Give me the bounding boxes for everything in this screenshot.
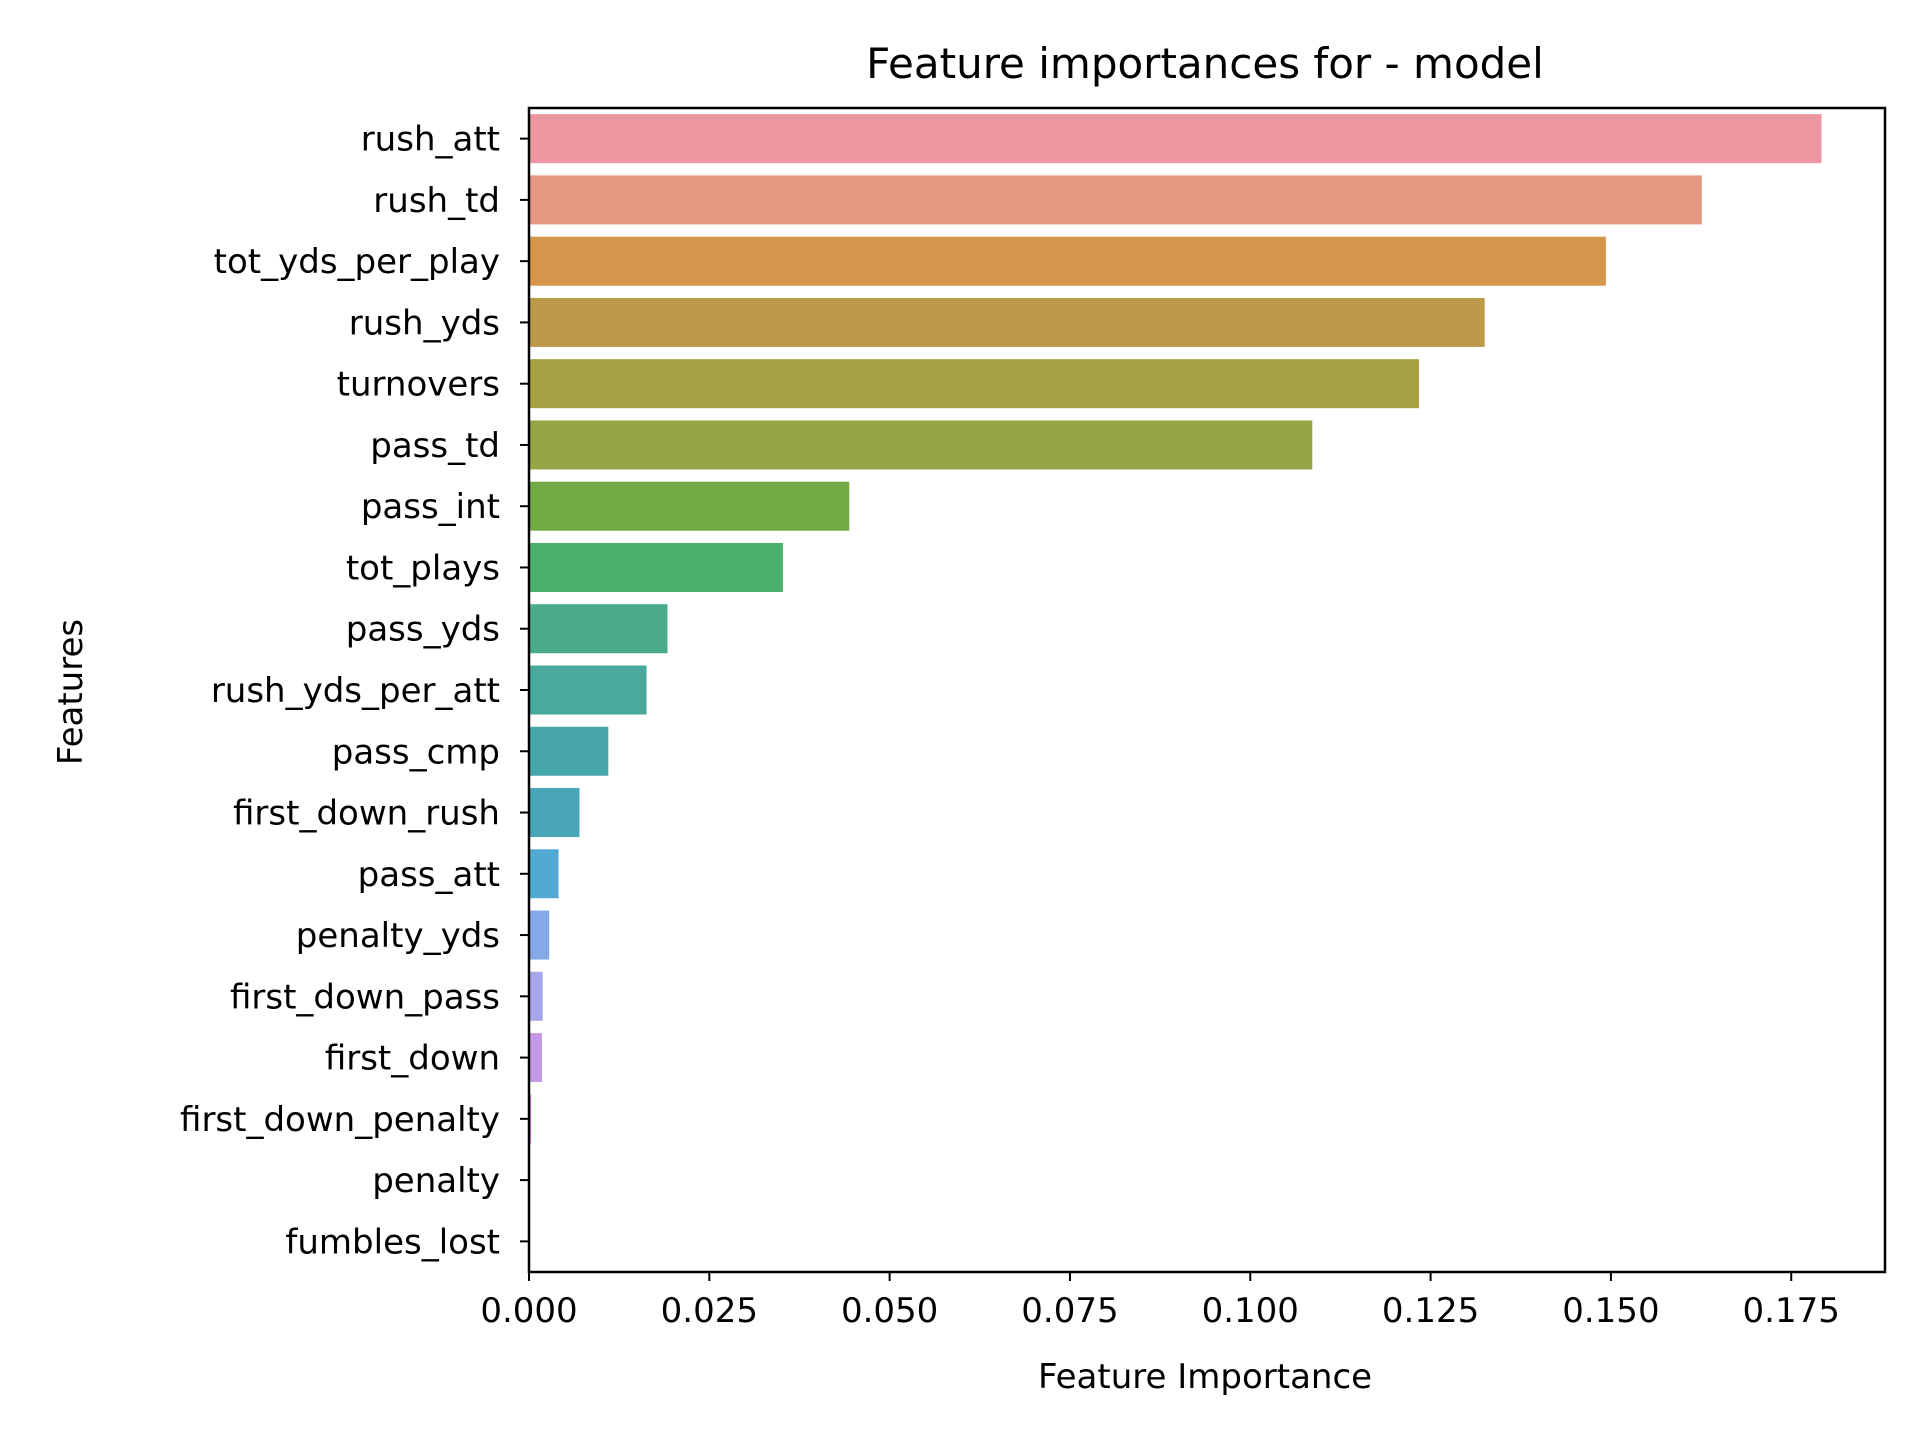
y-tick-label: first_down_pass (230, 977, 500, 1017)
x-axis-title: Feature Importance (1038, 1357, 1372, 1397)
bars-group (529, 114, 1822, 1266)
y-tick-label: pass_int (361, 487, 500, 527)
y-tick-label: penalty_yds (296, 916, 500, 956)
bar-first-down-pass (529, 971, 543, 1021)
y-tick-label: turnovers (337, 365, 500, 405)
y-tick-label: tot_plays (346, 548, 500, 588)
y-tick-label: penalty (372, 1161, 500, 1201)
y-tick-label: tot_yds_per_play (214, 242, 500, 282)
plot-frame (527, 106, 1887, 1274)
x-tick-label: 0.000 (480, 1291, 577, 1331)
x-tick-label: 0.050 (841, 1291, 938, 1331)
y-axis-title: Features (51, 619, 91, 765)
bar-first-down (529, 1033, 542, 1083)
bar-rush-td (529, 175, 1702, 225)
bar-tot-plays (529, 542, 783, 592)
y-tick-label: pass_cmp (332, 732, 500, 772)
x-tick-label: 0.175 (1743, 1291, 1840, 1331)
bar-first-down-rush (529, 788, 580, 838)
y-tick-label: rush_td (373, 181, 500, 221)
x-tick-label: 0.100 (1202, 1291, 1299, 1331)
y-tick-label: rush_yds_per_att (211, 671, 500, 711)
y-axis-ticks: rush_att rush_td tot_yds_per_play rush_ydst… (180, 120, 529, 1262)
bar-penalty-yds (529, 910, 550, 960)
y-tick-label: first_down (325, 1039, 500, 1079)
y-tick-label: pass_att (358, 855, 500, 895)
bar-rush-yds (529, 297, 1485, 347)
y-tick-label: pass_td (370, 426, 500, 466)
bar-pass-cmp (529, 726, 609, 776)
x-tick-label: 0.025 (661, 1291, 758, 1331)
x-tick-label: 0.075 (1021, 1291, 1118, 1331)
x-tick-label: 0.125 (1382, 1291, 1479, 1331)
x-tick-label: 0.150 (1562, 1291, 1659, 1331)
y-tick-label: first_down_penalty (180, 1100, 500, 1140)
bar-rush-att (529, 114, 1822, 164)
bar-pass-yds (529, 604, 668, 654)
bar-rush-yds-per-att (529, 665, 647, 715)
bar-pass-att (529, 849, 559, 899)
y-tick-label: rush_yds (349, 303, 500, 343)
y-tick-label: fumbles_lost (285, 1222, 500, 1262)
y-tick-label: pass_yds (346, 610, 500, 650)
bar-pass-int (529, 481, 850, 531)
bar-pass-td (529, 420, 1313, 470)
y-tick-label: rush_att (361, 120, 500, 160)
y-tick-label: first_down_rush (233, 794, 500, 834)
bar-turnovers (529, 359, 1420, 409)
chart-title: Feature importances for - model (866, 39, 1544, 88)
bar-tot-yds-per-play (529, 236, 1606, 286)
x-axis-ticks: 0.000 0.025 0.050 0.075 0.100 0.125 0.150 0.175 (480, 1272, 1840, 1331)
